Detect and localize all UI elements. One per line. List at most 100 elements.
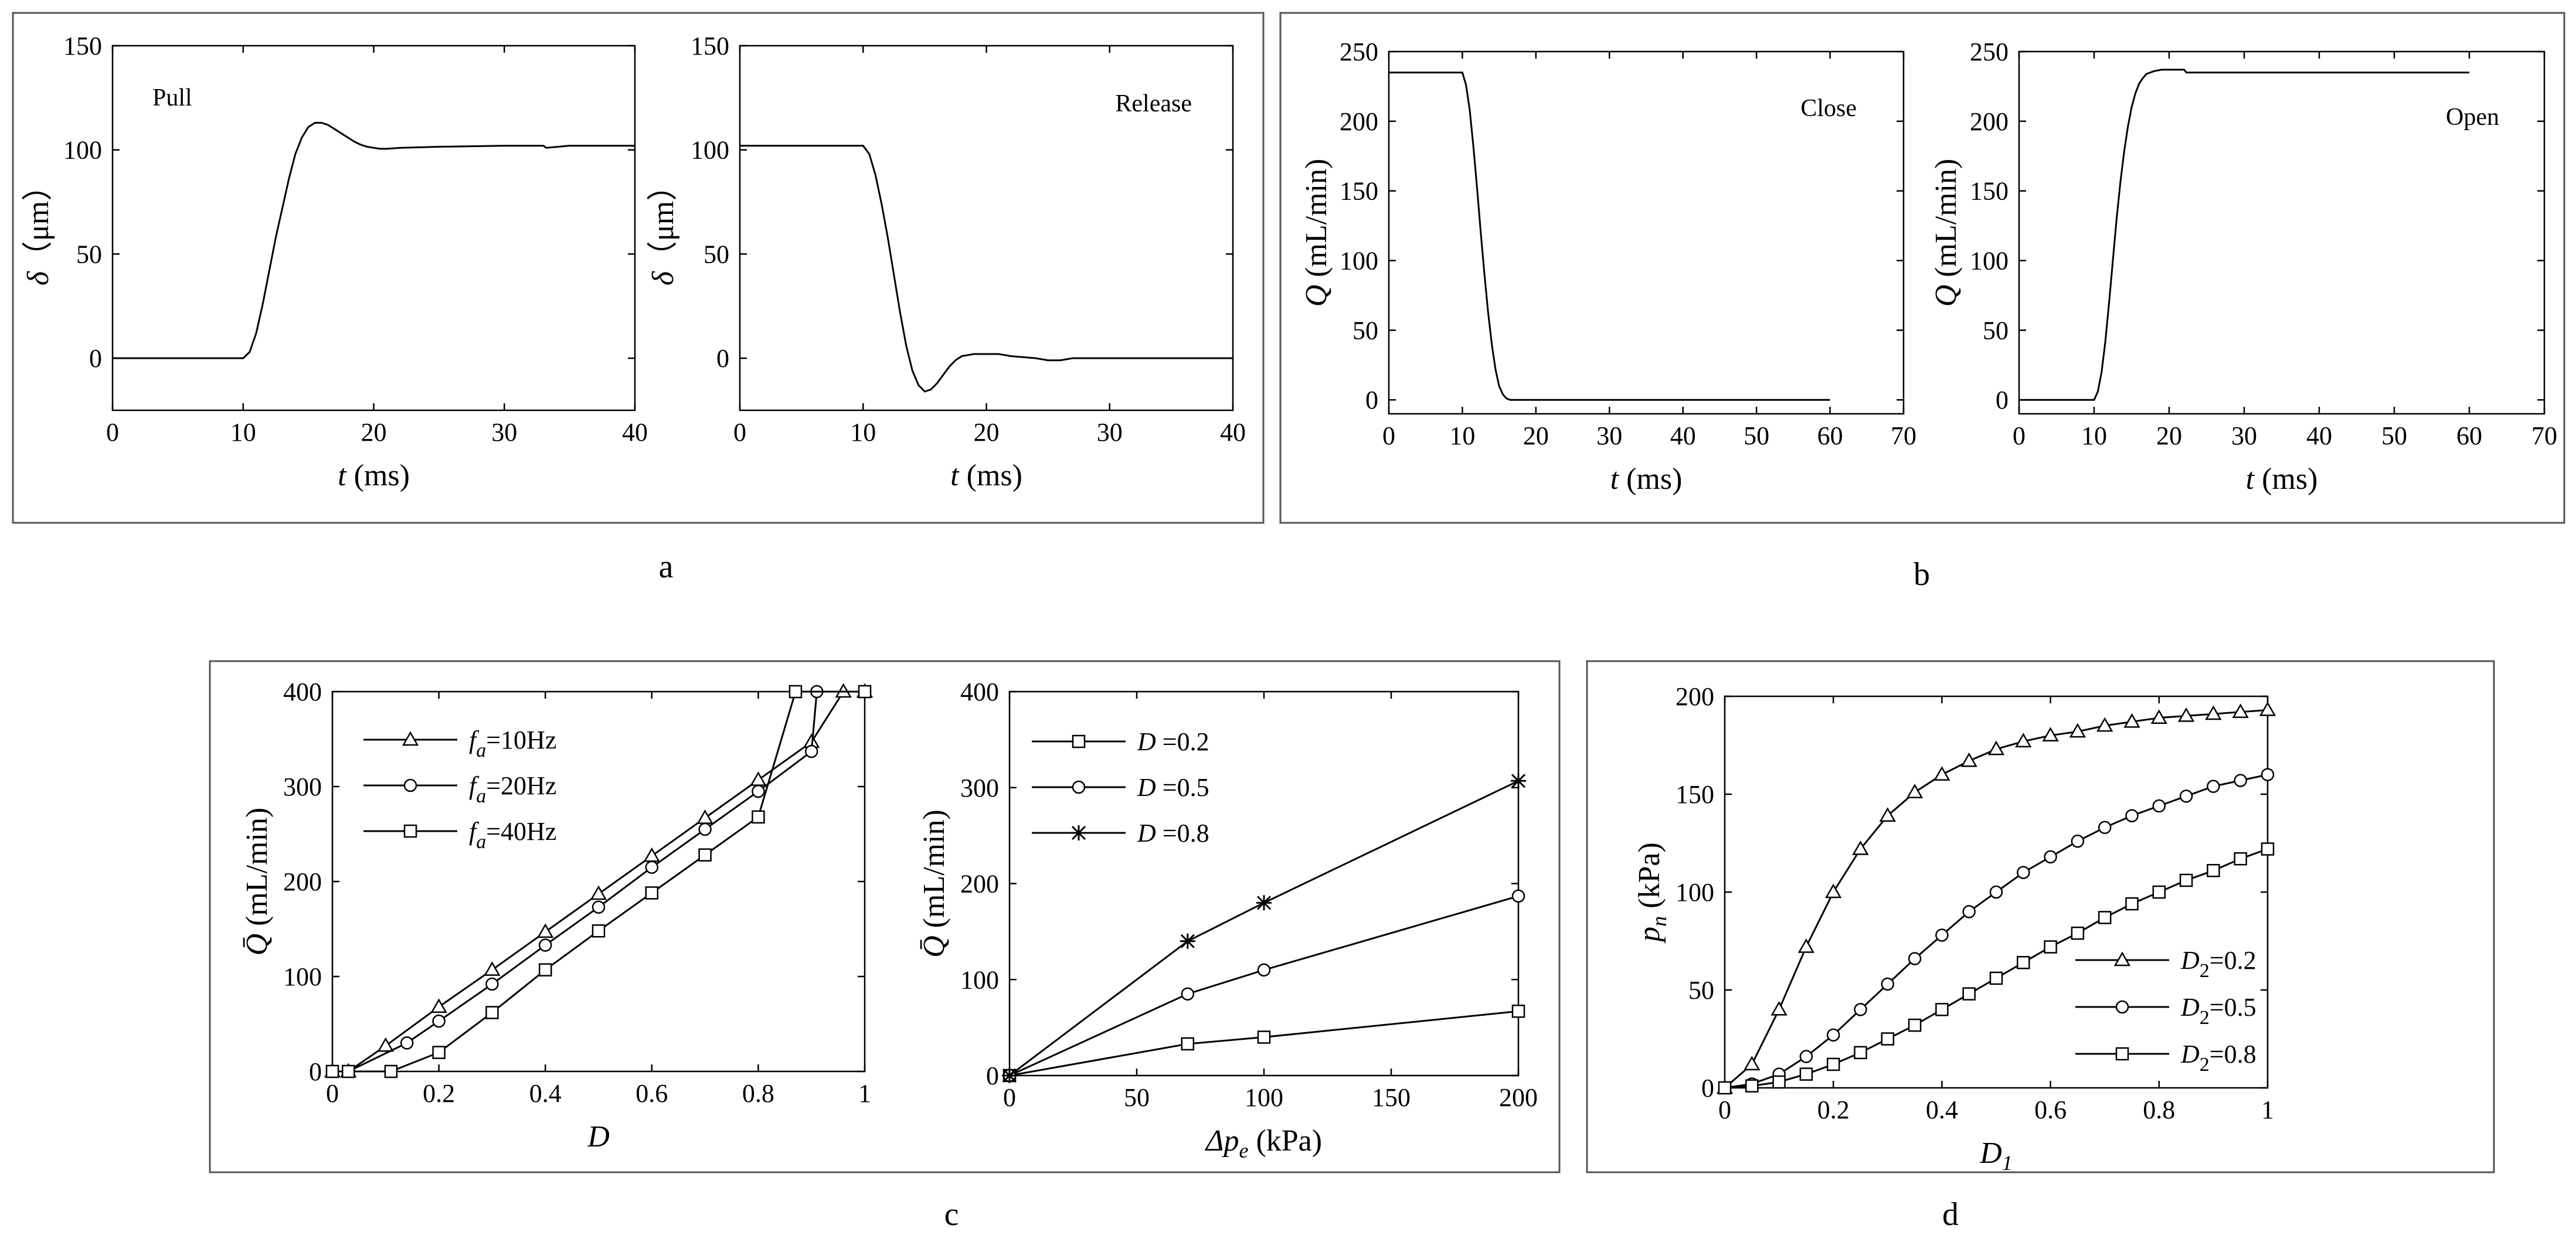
data-point [2205,705,2222,720]
x-axis-label: t (ms) [950,459,1022,492]
annotation-label: Open [2446,104,2499,131]
data-point [1989,885,2003,899]
legend-marker [403,778,417,792]
chart-open-flow: 0 10 20 30 40 50 60 70 0 50 100 150 200 250 t (ms) Q (m… [1929,38,2557,496]
y-tick-label: 100 [1970,247,2009,275]
data-point [1935,1003,1949,1016]
data-point [1718,1081,1732,1095]
data-point [1511,1005,1525,1018]
x-tick-label: 50 [1124,1083,1150,1112]
panel-b-border [1279,12,2565,524]
legend-label: D =0.8 [1137,819,1209,848]
y-tick-label: 150 [63,32,102,60]
y-tick-label: 200 [1676,682,1714,711]
data-point [1772,1075,1786,1089]
legend-marker [1072,780,1086,794]
data-point [1879,807,1896,822]
data-point [1962,905,1976,918]
data-point [2071,834,2085,848]
data-point [1826,1057,1840,1071]
x-tick-label: 40 [1670,421,1696,450]
y-tick-label: 100 [960,965,999,994]
data-point [1256,895,1272,911]
data-point [432,1046,446,1059]
y-tick-label: 150 [691,32,729,60]
x-axis-label: D1 [1979,1136,2013,1175]
annotation-label: Pull [152,84,192,111]
data-point [1962,987,1976,1001]
data-point [2152,799,2166,813]
y-axis-label: Q (mL/min) [1929,159,1963,307]
data-point [2234,774,2247,787]
x-tick-label: 0.4 [529,1079,562,1108]
chart-pressure-vs-duty: 0 0.2 0.4 0.6 0.8 1 0 50 100 150 200 D1 pn (kPa) D2=0… [1633,682,2276,1175]
data-point [1799,1067,1813,1081]
chart-release-displacement: 0 10 20 30 40 0 50 100 150 t (ms) δ（μm） Release [647,32,1246,492]
data-point [1257,1030,1271,1044]
data-point [1511,889,1525,903]
x-tick-label: 60 [2456,421,2482,450]
data-point [1745,1079,1759,1093]
legend-marker [403,824,417,838]
series-line-2 [1009,895,1519,1077]
x-axis-label: t (ms) [2246,462,2318,496]
x-tick-label: 70 [1891,421,1916,450]
data-point [485,977,499,991]
data-point [752,810,765,824]
data-point [789,685,803,699]
data-point [645,886,659,900]
series-line-1 [332,690,865,1073]
y-tick-label: 300 [960,774,999,802]
series-line-2 [332,690,865,1073]
data-point [1933,766,1950,781]
data-point [537,923,554,938]
y-tick-label: 250 [1340,38,1378,66]
y-tick-label: 100 [691,136,729,165]
x-tick-label: 0.2 [423,1079,455,1108]
x-tick-label: 60 [1817,421,1843,450]
data-point [2096,717,2113,732]
y-tick-label: 0 [309,1057,322,1086]
panel-c-border [209,660,1561,1173]
y-tick-label: 50 [704,240,729,268]
data-point [1908,1018,1922,1032]
data-point [1881,1032,1895,1046]
y-axis-label: pn (kPa) [1633,842,1671,944]
data-point [384,1064,398,1078]
y-tick-label: 0 [1701,1074,1714,1103]
data-point [858,685,872,699]
x-tick-label: 0.6 [635,1079,668,1108]
legend-label: D =0.5 [1137,773,1209,802]
y-tick-label: 100 [283,962,322,991]
series-line-1 [1724,709,2268,1089]
data-point [643,847,660,862]
y-tick-label: 200 [283,867,322,896]
data-point [1770,1001,1787,1016]
x-tick-label: 40 [2306,421,2332,450]
data-point [1960,752,1977,767]
y-tick-label: 200 [1340,107,1378,136]
legend-marker [402,731,419,746]
legend-marker [2113,951,2131,967]
legend-label: D2=0.2 [2180,946,2256,982]
data-point [698,822,712,836]
y-tick-label: 0 [716,344,729,373]
data-point [2044,850,2057,864]
y-axis-label: Q̄ (mL/min) [917,809,951,958]
data-point [2179,873,2193,887]
panel-letter-b: b [1914,556,1930,593]
data-point [2015,733,2032,748]
y-tick-label: 150 [1676,780,1714,809]
x-tick-label: 0.2 [1817,1095,1850,1124]
data-point [341,1064,355,1078]
data-point [1826,1028,1840,1042]
data-point [2234,852,2247,866]
x-tick-label: 1 [2261,1095,2274,1124]
data-point [2259,701,2276,716]
data-point [400,1036,414,1050]
series-line-1 [1389,72,1830,401]
y-tick-label: 50 [76,240,102,268]
data-point [696,809,713,824]
x-tick-label: 0 [1382,421,1395,450]
y-axis-label: Q (mL/min) [1300,159,1333,307]
